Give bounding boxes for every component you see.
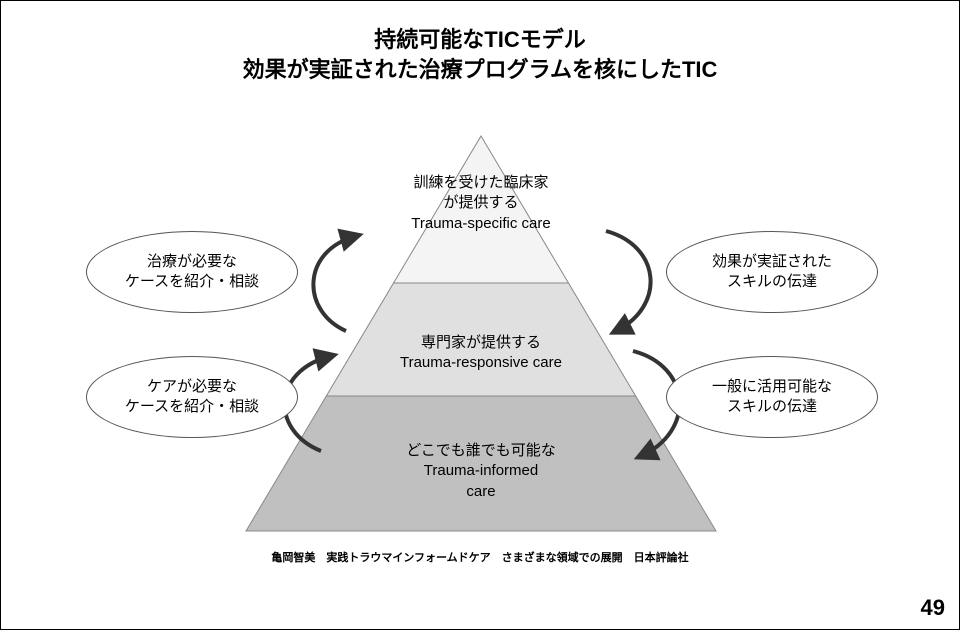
bubble-ll-line1: ケアが必要な xyxy=(125,377,259,397)
bubble-rl-line2: スキルの伝達 xyxy=(712,397,832,417)
slide: 持続可能なTICモデル 効果が実証された治療プログラムを核にしたTIC 訓練を受… xyxy=(0,0,960,630)
bubble-lu-line1: 治療が必要な xyxy=(125,252,259,272)
bubble-ru-line2: スキルの伝達 xyxy=(712,272,832,292)
bubble-left-lower: ケアが必要な ケースを紹介・相談 xyxy=(86,356,298,438)
pyramid-label-bottom: どこでも誰でも可能な Trauma-informed care xyxy=(331,441,631,502)
page-number: 49 xyxy=(921,595,945,621)
bubble-left-upper: 治療が必要な ケースを紹介・相談 xyxy=(86,231,298,313)
arrow-right-up xyxy=(606,231,651,331)
title-line-2: 効果が実証された治療プログラムを核にしたTIC xyxy=(1,55,959,85)
pyramid-label-top: 訓練を受けた臨床家 が提供する Trauma-specific care xyxy=(331,173,631,234)
pyramid-top-line2: が提供する xyxy=(331,193,631,213)
citation: 亀岡智美 実践トラウマインフォームドケア さまざまな領域での展開 日本評論社 xyxy=(1,549,959,565)
arrow-left-up xyxy=(313,236,356,331)
bubble-rl-line1: 一般に活用可能な xyxy=(712,377,832,397)
pyramid-mid-line2: Trauma-responsive care xyxy=(331,353,631,373)
diagram-svg xyxy=(1,1,960,631)
bubble-right-upper: 効果が実証された スキルの伝達 xyxy=(666,231,878,313)
pyramid-top-line3: Trauma-specific care xyxy=(331,214,631,234)
bubble-lu-line2: ケースを紹介・相談 xyxy=(125,272,259,292)
title-line-1: 持続可能なTICモデル xyxy=(1,25,959,55)
pyramid-label-middle: 専門家が提供する Trauma-responsive care xyxy=(331,333,631,374)
slide-title: 持続可能なTICモデル 効果が実証された治療プログラムを核にしたTIC xyxy=(1,25,959,84)
bubble-ru-line1: 効果が実証された xyxy=(712,252,832,272)
bubble-ll-line2: ケースを紹介・相談 xyxy=(125,397,259,417)
pyramid-bot-line2: Trauma-informed xyxy=(331,461,631,481)
pyramid-bot-line1: どこでも誰でも可能な xyxy=(331,441,631,461)
pyramid-top-line1: 訓練を受けた臨床家 xyxy=(331,173,631,193)
pyramid-bot-line3: care xyxy=(331,482,631,502)
bubble-right-lower: 一般に活用可能な スキルの伝達 xyxy=(666,356,878,438)
pyramid-mid-line1: 専門家が提供する xyxy=(331,333,631,353)
